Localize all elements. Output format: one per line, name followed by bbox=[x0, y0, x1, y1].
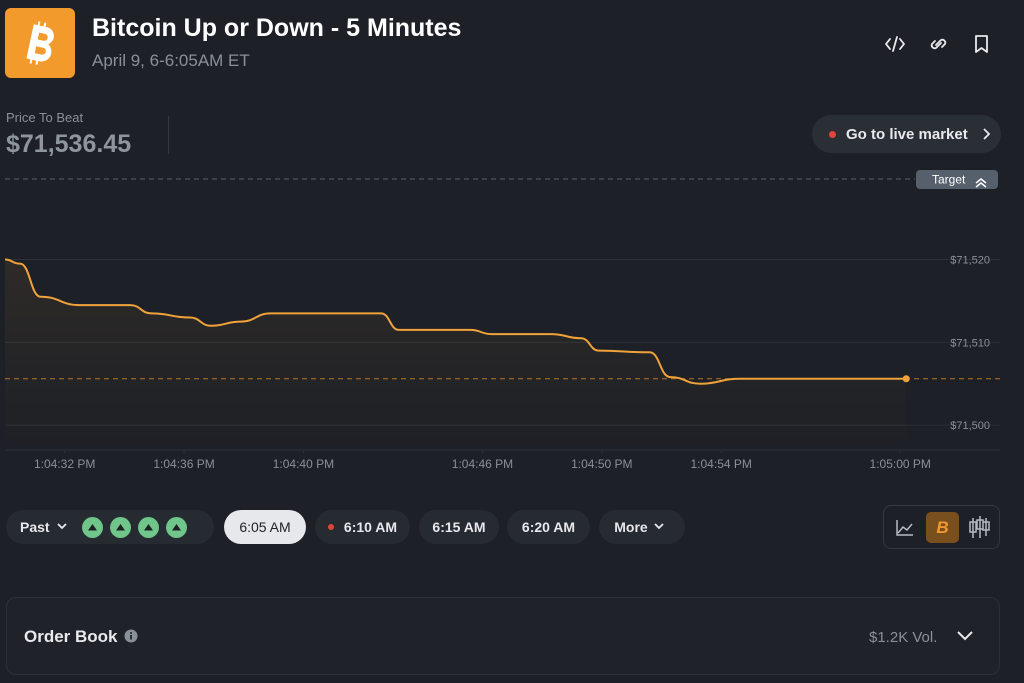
live-dot bbox=[327, 524, 334, 530]
past-button[interactable]: Past bbox=[20, 519, 50, 535]
chevron bbox=[56, 523, 67, 530]
up-result[interactable] bbox=[109, 516, 131, 538]
more-button[interactable]: More bbox=[599, 510, 685, 544]
last-point bbox=[902, 375, 910, 383]
live-button-text: Go to live market bbox=[846, 125, 968, 143]
slot-button[interactable]: 6:20 AM bbox=[507, 510, 590, 544]
price-to-beat-label: Price To Beat bbox=[6, 110, 84, 125]
more-label: More bbox=[614, 519, 648, 535]
area bbox=[5, 259, 907, 450]
y-tick-label: $71,520 bbox=[950, 255, 990, 267]
up-result[interactable] bbox=[81, 516, 103, 538]
subtitle: April 9, 6-6:05AM ET bbox=[92, 51, 250, 70]
bitcoin-icon bbox=[5, 8, 75, 78]
up-result[interactable] bbox=[165, 516, 187, 538]
past-results bbox=[81, 516, 187, 538]
slot-label: 6:10 AM bbox=[343, 519, 398, 535]
x-tick-label: 1:04:40 PM bbox=[273, 457, 334, 471]
order-book-volume: $1.2K Vol. bbox=[869, 629, 938, 646]
price-line bbox=[4, 258, 907, 385]
svg-text:B: B bbox=[936, 518, 948, 537]
live-market-button[interactable]: Go to live market bbox=[812, 115, 1001, 153]
chart-type-toggle: B bbox=[883, 505, 1000, 549]
chevron bbox=[983, 128, 990, 140]
chart: Target $71,500 $71,510 $71,520 1:04:32 PM 1:… bbox=[4, 170, 1000, 471]
target-label: Target bbox=[932, 173, 966, 187]
info-icon[interactable] bbox=[124, 629, 138, 643]
chart-type-icons[interactable]: B bbox=[884, 506, 1001, 550]
x-tick-label: 1:04:46 PM bbox=[452, 457, 513, 471]
live-dot bbox=[829, 130, 836, 138]
price-to-beat-value: $71,536.45 bbox=[6, 130, 132, 158]
x-tick-label: 1:04:50 PM bbox=[571, 457, 632, 471]
y-tick-label: $71,510 bbox=[950, 337, 990, 349]
x-tick-label: 1:04:36 PM bbox=[153, 457, 214, 471]
expand-chevron[interactable] bbox=[955, 628, 975, 644]
up-result[interactable] bbox=[137, 516, 159, 538]
header-actions[interactable] bbox=[884, 33, 994, 55]
title: Bitcoin Up or Down - 5 Minutes bbox=[92, 14, 462, 42]
slot-button[interactable]: 6:05 AM bbox=[224, 510, 306, 544]
divider bbox=[168, 116, 169, 154]
x-tick-label: 1:05:00 PM bbox=[870, 457, 931, 471]
slot-button-live[interactable]: 6:10 AM bbox=[315, 510, 410, 544]
order-book[interactable]: Order Book $1.2K Vol. bbox=[6, 597, 1000, 675]
target-pill bbox=[916, 170, 998, 189]
chevron bbox=[654, 523, 664, 530]
y-tick-label: $71,500 bbox=[950, 420, 990, 432]
order-book-title: Order Book bbox=[24, 627, 118, 646]
x-tick-label: 1:04:32 PM bbox=[34, 457, 95, 471]
slot-button[interactable]: 6:15 AM bbox=[419, 510, 499, 544]
x-tick-label: 1:04:54 PM bbox=[691, 457, 752, 471]
past-group: Past bbox=[6, 510, 214, 544]
target-icon bbox=[975, 178, 987, 188]
